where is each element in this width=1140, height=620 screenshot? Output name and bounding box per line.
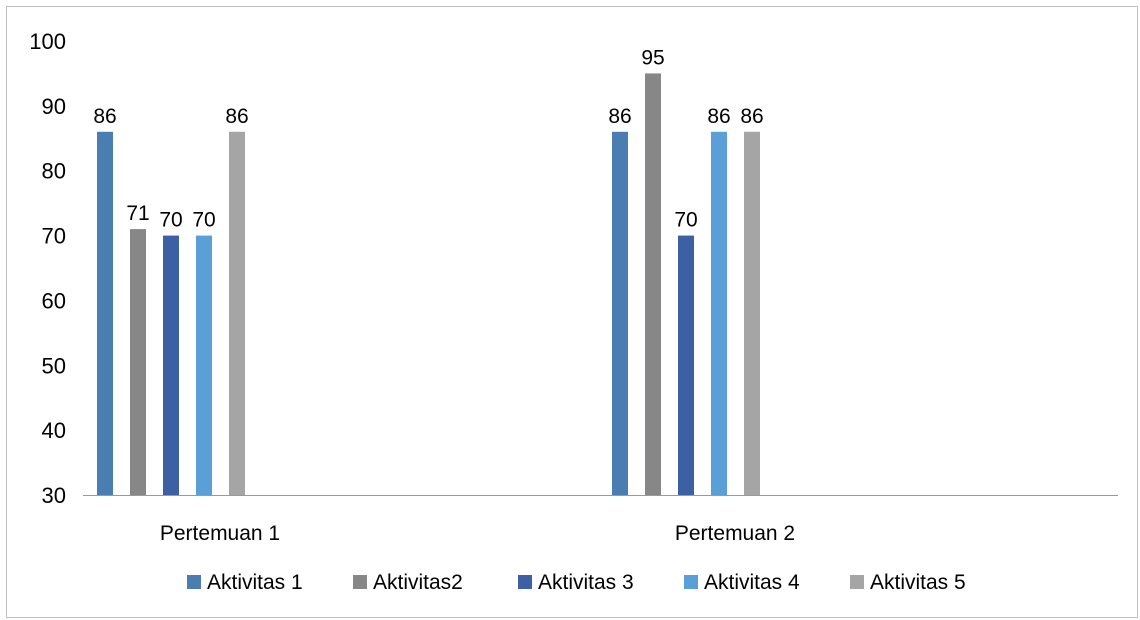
legend-swatch	[850, 575, 864, 589]
category-label: Pertemuan 1	[160, 522, 280, 545]
bar-4-1	[196, 235, 212, 496]
y-tick-label: 60	[42, 288, 66, 313]
legend-label: Aktivitas 5	[870, 571, 966, 594]
data-label: 70	[674, 209, 697, 232]
bar-4-2	[711, 131, 727, 496]
data-label: 70	[192, 209, 215, 232]
y-tick-label: 40	[42, 418, 66, 443]
data-label: 86	[225, 105, 248, 128]
bar-3-1	[163, 235, 179, 496]
bar-2-1	[130, 229, 146, 496]
y-tick-label: 50	[42, 353, 66, 378]
legend-swatch	[353, 575, 367, 589]
bar-2-2	[645, 73, 661, 495]
bar-3-2	[678, 235, 694, 496]
legend-swatch	[187, 575, 201, 589]
legend-label: Aktivitas 3	[538, 571, 634, 594]
bar-5-2	[744, 131, 760, 496]
data-label: 86	[707, 105, 730, 128]
data-label: 86	[608, 105, 631, 128]
bar-5-1	[229, 131, 245, 496]
bar-1-2	[612, 131, 628, 496]
bar-1-1	[97, 131, 113, 496]
chart-frame	[6, 6, 1138, 618]
data-label: 70	[159, 209, 182, 232]
data-label: 71	[126, 202, 149, 225]
legend-label: Aktivitas 4	[704, 571, 800, 594]
legend-label: Aktivitas2	[373, 571, 463, 594]
data-label: 86	[740, 105, 763, 128]
legend-label: Aktivitas 1	[207, 571, 303, 594]
y-tick-label: 90	[42, 94, 66, 119]
y-tick-label: 80	[42, 159, 66, 184]
data-label: 86	[93, 105, 116, 128]
legend-swatch	[518, 575, 532, 589]
y-tick-label: 30	[42, 483, 66, 508]
y-tick-label: 70	[42, 224, 66, 249]
legend-swatch	[684, 575, 698, 589]
data-label: 95	[641, 46, 664, 69]
y-tick-label: 100	[29, 29, 66, 54]
category-label: Pertemuan 2	[675, 522, 795, 545]
